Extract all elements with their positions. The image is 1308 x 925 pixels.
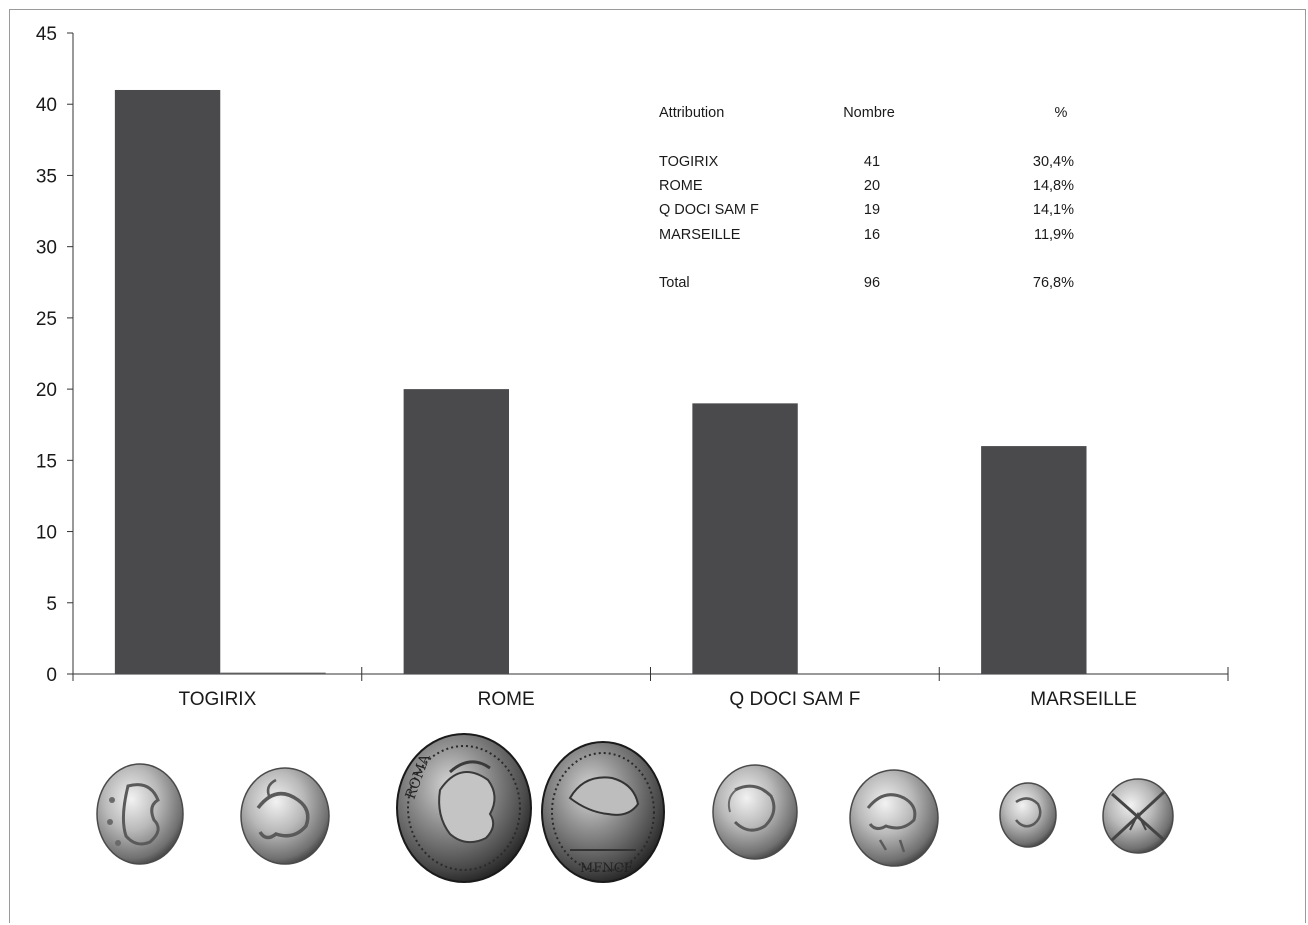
table-cell-attribution: MARSEILLE xyxy=(659,227,741,243)
table-row: ROME 20 14,8% xyxy=(659,178,1074,194)
table-cell-percent: 14,8% xyxy=(1033,178,1074,194)
table-cell-nombre: 41 xyxy=(864,154,880,170)
table-row: MARSEILLE 16 11,9% xyxy=(659,227,1074,243)
table-header-percent: % xyxy=(1055,105,1068,121)
coin-rome-obverse: ROMA xyxy=(396,733,532,883)
y-tick-label: 10 xyxy=(36,523,57,544)
y-tick-label: 20 xyxy=(36,380,57,401)
y-tick-label: 0 xyxy=(46,665,57,686)
table-cell-percent: 30,4% xyxy=(1033,154,1074,170)
category-label: TOGIRIX xyxy=(178,689,256,710)
y-ticks: 0 5 10 15 20 25 30 35 40 45 xyxy=(36,24,73,686)
coin-marseille-obverse xyxy=(999,782,1057,848)
coin-qdoci-reverse xyxy=(849,769,939,867)
coin-togirix-reverse xyxy=(240,767,330,865)
y-tick-label: 30 xyxy=(36,238,57,259)
bar-marseille xyxy=(981,446,1087,674)
table-total-row: Total 96 76,8% xyxy=(659,275,1074,291)
bar-rome xyxy=(403,389,510,674)
category-label: MARSEILLE xyxy=(1030,689,1137,710)
category-labels: TOGIRIX ROME Q DOCI SAM F MARSEILLE xyxy=(178,689,1136,710)
table-cell-nombre: 19 xyxy=(864,202,880,218)
figure-frame xyxy=(9,9,1306,923)
table-total-label: Total xyxy=(659,275,690,291)
bar-q-doci-sam-f xyxy=(692,403,798,674)
table-cell-percent: 14,1% xyxy=(1033,202,1074,218)
y-tick-label: 25 xyxy=(36,309,57,330)
bar-togirix xyxy=(114,89,221,674)
table-header-attribution: Attribution xyxy=(659,105,724,121)
table-total-nombre: 96 xyxy=(864,275,880,291)
y-tick-label: 5 xyxy=(46,594,57,615)
table-cell-nombre: 20 xyxy=(864,178,880,194)
x-ticks xyxy=(72,667,1229,681)
table-row: Q DOCI SAM F 19 14,1% xyxy=(659,202,1074,218)
y-tick-label: 40 xyxy=(36,95,57,116)
svg-text:MFNCF: MFNCF xyxy=(580,861,633,876)
coin-images: ROMA MFNCF xyxy=(96,733,1174,883)
y-tick-label: 15 xyxy=(36,451,57,472)
table-cell-percent: 11,9% xyxy=(1034,227,1074,243)
bars xyxy=(114,89,1087,674)
y-tick-label: 35 xyxy=(36,166,57,187)
coin-togirix-obverse xyxy=(96,763,184,865)
coin-rome-reverse: MFNCF xyxy=(541,741,665,883)
table-cell-attribution: TOGIRIX xyxy=(659,154,719,170)
category-label: ROME xyxy=(478,689,535,710)
y-tick-label: 45 xyxy=(36,24,57,45)
table-cell-attribution: Q DOCI SAM F xyxy=(659,202,759,218)
table-row: TOGIRIX 41 30,4% xyxy=(659,154,1074,170)
coin-qdoci-obverse xyxy=(712,764,798,860)
table-cell-attribution: ROME xyxy=(659,178,703,194)
table-cell-nombre: 16 xyxy=(864,227,880,243)
category-label: Q DOCI SAM F xyxy=(729,689,860,710)
table-total-percent: 76,8% xyxy=(1033,275,1074,291)
table-header-nombre: Nombre xyxy=(843,105,895,121)
coin-marseille-reverse xyxy=(1102,778,1174,854)
summary-table: Attribution Nombre % TOGIRIX 41 30,4% RO… xyxy=(659,105,1074,291)
